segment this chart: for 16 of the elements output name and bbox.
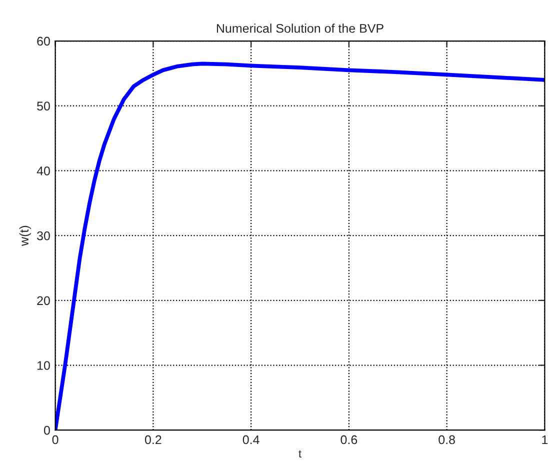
y-tick-label: 60: [37, 36, 50, 46]
y-tick-label: 0: [44, 426, 50, 435]
x-tick-label: 0.8: [438, 435, 455, 444]
x-tick-label: 0.6: [340, 435, 358, 444]
y-tick-label: 20: [37, 296, 50, 306]
y-tick-label: 40: [36, 166, 50, 176]
x-tick-label: 1: [542, 435, 548, 444]
y-axis-title: w(t): [19, 226, 31, 246]
x-tick-label: 0: [52, 435, 58, 444]
x-tick-label: 0.2: [144, 435, 162, 444]
y-tick-label: 10: [37, 361, 50, 370]
x-axis-title: t: [298, 450, 302, 458]
y-tick-label: 50: [37, 102, 50, 111]
x-tick-label: 0.4: [242, 435, 260, 444]
y-tick-label: 30: [37, 231, 50, 240]
chart-title: Numerical Solution of the BVP: [216, 24, 384, 33]
